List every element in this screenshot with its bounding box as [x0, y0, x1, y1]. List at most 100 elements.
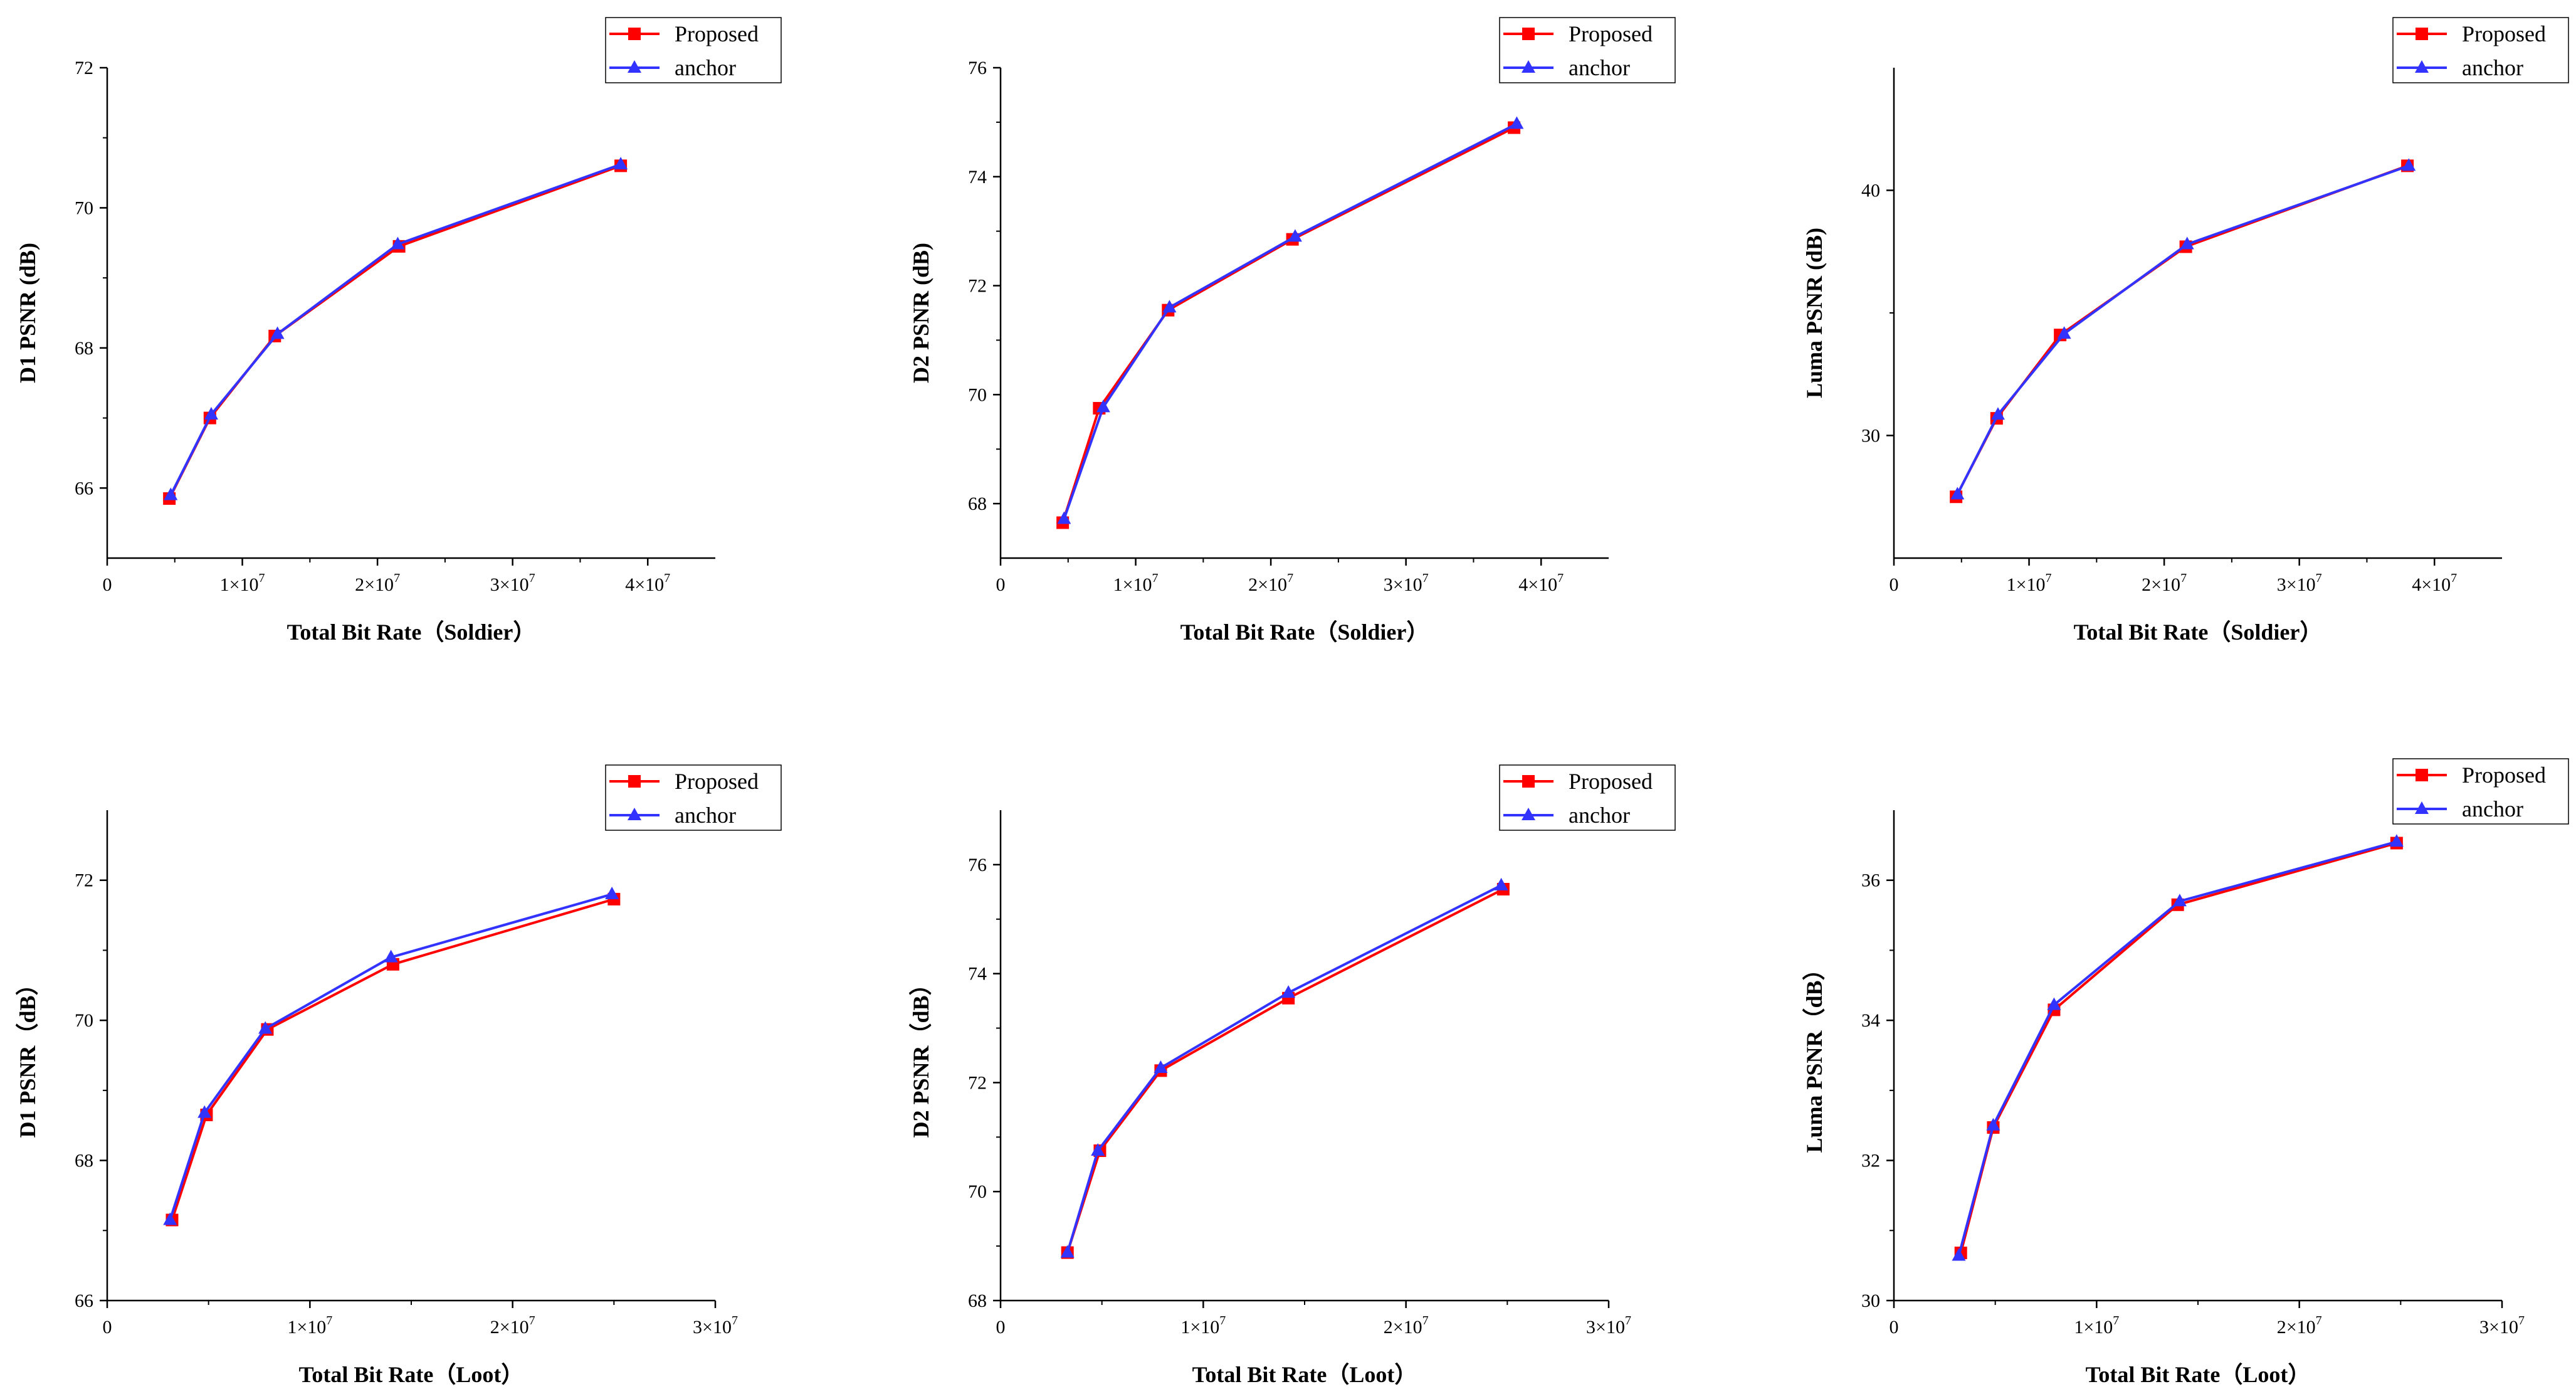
- data-point-anchor: [384, 949, 398, 963]
- x-tick-label: 1×107: [2074, 1314, 2119, 1338]
- y-tick-label: 34: [1861, 1010, 1880, 1031]
- y-tick-label: 76: [968, 58, 987, 78]
- x-tick-label: 1×107: [1113, 571, 1159, 595]
- x-tick-label: 0: [103, 574, 112, 595]
- x-tick-label: 2×107: [2277, 1314, 2322, 1338]
- y-tick-label: 72: [75, 870, 93, 891]
- legend-marker-square-icon: [2416, 769, 2428, 781]
- legend-label: anchor: [2462, 796, 2523, 821]
- series-line-proposed: [1066, 888, 1504, 1254]
- legend-label: Proposed: [675, 769, 759, 794]
- x-tick-label: 0: [996, 574, 1006, 595]
- x-axis-title: Total Bit Rate（Loot）: [1192, 1362, 1417, 1387]
- x-tick-label: 2×107: [1248, 571, 1293, 595]
- series-line-proposed: [1955, 164, 2408, 498]
- data-point-anchor: [1952, 1248, 1966, 1261]
- legend: Proposed anchor: [605, 764, 782, 831]
- x-tick-label: 3×107: [490, 571, 535, 595]
- legend: Proposed anchor: [1499, 764, 1676, 831]
- legend-marker-square-icon: [628, 28, 641, 40]
- x-tick-label: 3×107: [1586, 1314, 1631, 1338]
- data-point-anchor: [1281, 985, 1296, 998]
- data-point-anchor: [1990, 407, 2005, 420]
- x-tick-label: 2×107: [1384, 1314, 1429, 1338]
- legend-label: anchor: [675, 803, 736, 828]
- data-point-anchor: [1288, 229, 1302, 242]
- data-point-anchor: [2389, 834, 2404, 847]
- legend: Proposed anchor: [1499, 17, 1676, 83]
- legend-marker-triangle-icon: [628, 60, 641, 73]
- x-tick-label: 4×107: [1518, 571, 1564, 595]
- y-tick-label: 70: [968, 384, 987, 405]
- x-tick-label: 2×107: [490, 1314, 535, 1338]
- y-tick-label: 70: [968, 1181, 987, 1202]
- y-tick-label: 68: [968, 494, 987, 514]
- legend-marker-square-icon: [2416, 28, 2428, 40]
- y-tick-label: 30: [1861, 426, 1880, 446]
- data-point-anchor: [1096, 399, 1110, 413]
- data-point-anchor: [204, 406, 218, 420]
- legend-label: anchor: [675, 55, 736, 80]
- x-tick-label: 3×107: [1384, 571, 1429, 595]
- x-tick-label: 0: [103, 1317, 112, 1338]
- data-point-anchor: [2047, 997, 2061, 1010]
- y-axis-title: Luma PSNR（dB）: [1802, 958, 1827, 1153]
- y-tick-label: 32: [1861, 1151, 1880, 1171]
- x-tick-label: 1×107: [220, 571, 265, 595]
- data-point-anchor: [197, 1105, 212, 1118]
- data-point-anchor: [1986, 1117, 2000, 1131]
- x-tick-label: 1×107: [1180, 1314, 1226, 1338]
- x-axis-title: Total Bit Rate（Soldier）: [287, 620, 536, 645]
- legend-marker-triangle-icon: [2415, 801, 2429, 814]
- legend-marker-triangle-icon: [1522, 60, 1535, 73]
- series-line-proposed: [168, 164, 621, 499]
- data-point-anchor: [164, 487, 178, 500]
- y-tick-label: 40: [1861, 181, 1880, 201]
- data-point-anchor: [391, 236, 405, 250]
- x-tick-label: 3×107: [693, 1314, 738, 1338]
- legend-label: Proposed: [675, 21, 759, 46]
- legend-marker-square-icon: [1522, 775, 1535, 788]
- x-tick-label: 4×107: [2412, 571, 2457, 595]
- x-tick-label: 1×107: [2007, 571, 2052, 595]
- y-tick-label: 68: [75, 1151, 93, 1171]
- y-tick-label: 66: [75, 1291, 93, 1311]
- y-tick-label: 72: [75, 58, 93, 78]
- legend-marker-triangle-icon: [628, 808, 641, 820]
- y-axis-title: D1 PSNR (dB): [15, 243, 40, 383]
- y-tick-label: 74: [968, 964, 987, 985]
- series-line-anchor: [1066, 884, 1502, 1254]
- x-tick-label: 4×107: [625, 571, 670, 595]
- x-tick-label: 2×107: [2142, 571, 2187, 595]
- series-line-proposed: [171, 897, 614, 1221]
- x-tick-label: 0: [1890, 1317, 1899, 1338]
- data-point-anchor: [1154, 1060, 1168, 1073]
- data-point-anchor: [614, 157, 628, 170]
- data-point-anchor: [1060, 1245, 1075, 1258]
- data-point-anchor: [1057, 511, 1071, 524]
- data-point-anchor: [258, 1021, 273, 1034]
- data-point-anchor: [1510, 116, 1524, 129]
- y-tick-label: 68: [968, 1291, 987, 1311]
- data-point-anchor: [2402, 158, 2416, 171]
- series-line-anchor: [1063, 122, 1518, 520]
- data-point-anchor: [1091, 1143, 1105, 1156]
- data-point-anchor: [2180, 236, 2194, 250]
- y-axis-title: D1 PSNR（dB）: [15, 973, 40, 1138]
- series-line-anchor: [169, 893, 612, 1221]
- x-tick-label: 0: [1890, 574, 1899, 595]
- legend: Proposed anchor: [2392, 758, 2569, 825]
- chart-soldier-luma: 0 1×107 2×107 3×107 4×107 30 40 Total Bit Rate（…: [1802, 17, 2569, 645]
- chart-soldier-d1: 0 1×107 2×107 3×107 4×107 66 68 70 72 Total Bit R…: [15, 17, 782, 645]
- chart-loot-d1: 0 1×107 2×107 3×107 66 68 70 72 Total Bit Rate（L…: [15, 764, 782, 1387]
- y-tick-label: 72: [968, 1072, 987, 1093]
- legend-label: Proposed: [2462, 21, 2546, 46]
- y-tick-label: 70: [75, 198, 93, 218]
- x-tick-label: 3×107: [2277, 571, 2322, 595]
- legend-marker-triangle-icon: [2415, 60, 2429, 73]
- y-tick-label: 36: [1861, 870, 1880, 891]
- data-point-anchor: [1950, 487, 1965, 500]
- x-tick-label: 1×107: [287, 1314, 332, 1338]
- x-tick-label: 0: [996, 1317, 1006, 1338]
